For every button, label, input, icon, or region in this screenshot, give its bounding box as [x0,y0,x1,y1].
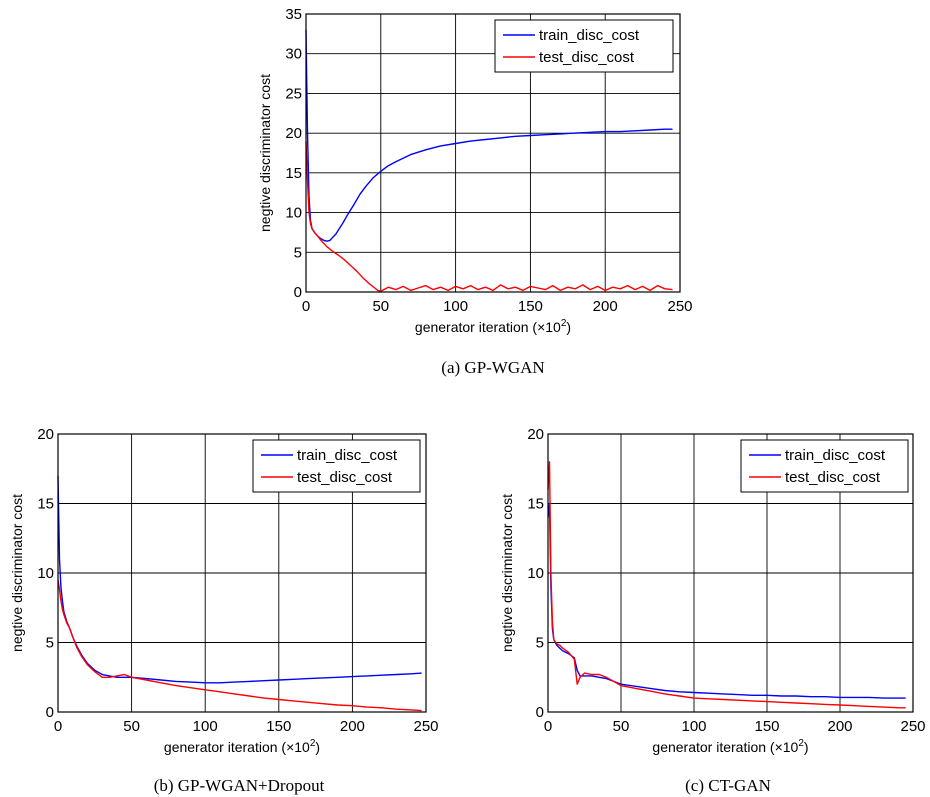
x-axis-label: generator iteration (×102) [164,738,320,755]
legend-entry: test_disc_cost [539,49,635,66]
legend-entry: train_disc_cost [785,447,886,464]
y-tick-label: 20 [527,426,544,443]
x-tick-label: 150 [518,298,543,315]
x-tick-label: 150 [266,718,291,735]
x-tick-label: 100 [681,718,706,735]
x-axis-label-sup: 2 [798,738,804,749]
series-line-test-disc-cost [547,461,906,709]
y-tick-label: 20 [37,426,54,443]
x-tick-label: 250 [413,718,438,735]
y-tick-label: 10 [527,565,544,582]
chart-a: 0 50 100 150 200 250 0 5 10 15 20 25 30 35 generator i… [257,6,693,377]
x-axis-label-close: ) [804,739,809,755]
y-tick-label: 5 [46,635,54,652]
legend-box [252,439,421,493]
axes-frame [547,433,914,713]
x-tick-label: 200 [340,718,365,735]
y-axis-label: negtive discriminator cost [499,494,515,652]
y-tick-label: 15 [527,496,544,513]
x-tick-label: 100 [443,298,468,315]
y-tick-label: 0 [294,284,302,301]
y-tick-label: 10 [37,565,54,582]
y-tick-label: 10 [285,205,302,222]
series-line-test-disc-cost [57,579,422,712]
x-tick-label: 50 [613,718,630,735]
x-axis-label-sup: 2 [310,738,316,749]
x-axis-label-sup: 2 [561,318,567,329]
y-tick-label: 35 [285,6,302,23]
y-tick-label: 15 [37,496,54,513]
y-tick-label: 20 [285,125,302,142]
x-tick-label: 0 [54,718,62,735]
legend-entry: test_disc_cost [297,469,393,486]
caption: (b) GP-WGAN+Dropout [154,776,325,795]
legend-box [494,19,674,73]
caption: (a) GP-WGAN [441,358,544,377]
x-axis-label-main: generator iteration (×10 [415,319,561,335]
y-tick-label: 0 [536,704,544,721]
chart-c: 0 50 100 150 200 250 0 5 10 15 20 generator iterati… [499,426,926,795]
x-tick-label: 0 [302,298,310,315]
axes-frame [305,13,681,293]
axes-frame [57,433,427,713]
series-line-train-disc-cost [547,502,906,699]
legend: train_disc_cost test_disc_cost [252,439,421,493]
x-tick-label: 150 [754,718,779,735]
x-tick-label: 50 [372,298,389,315]
y-tick-label: 5 [536,635,544,652]
y-tick-label: 25 [285,85,302,102]
x-tick-label: 200 [593,298,618,315]
caption: (c) CT-GAN [685,776,771,795]
legend-entry: train_disc_cost [297,447,398,464]
legend: train_disc_cost test_disc_cost [740,439,909,493]
x-axis-label-close: ) [315,739,320,755]
legend: train_disc_cost test_disc_cost [494,19,674,73]
x-tick-label: 200 [827,718,852,735]
legend-entry: train_disc_cost [539,27,640,44]
y-axis-label: negtive discriminator cost [257,74,273,232]
x-tick-label: 0 [544,718,552,735]
x-tick-label: 250 [900,718,925,735]
legend-box [740,439,909,493]
y-tick-label: 0 [46,704,54,721]
series-line-test-disc-cost [305,141,673,292]
legend-entry: test_disc_cost [785,469,881,486]
y-axis-label: negtive discriminator cost [9,494,25,652]
y-tick-label: 30 [285,46,302,63]
x-axis-label-main: generator iteration (×10 [164,739,310,755]
x-axis-label: generator iteration (×102) [652,738,808,755]
x-tick-label: 250 [667,298,692,315]
x-axis-label-close: ) [566,319,571,335]
x-tick-label: 50 [123,718,140,735]
chart-b: 0 50 100 150 200 250 0 5 10 15 20 generator iterati… [9,426,439,795]
y-tick-label: 15 [285,165,302,182]
y-tick-label: 5 [294,244,302,261]
x-axis-label-main: generator iteration (×10 [652,739,798,755]
x-tick-label: 100 [193,718,218,735]
series-line-train-disc-cost [305,29,673,242]
x-axis-label: generator iteration (×102) [415,318,571,335]
